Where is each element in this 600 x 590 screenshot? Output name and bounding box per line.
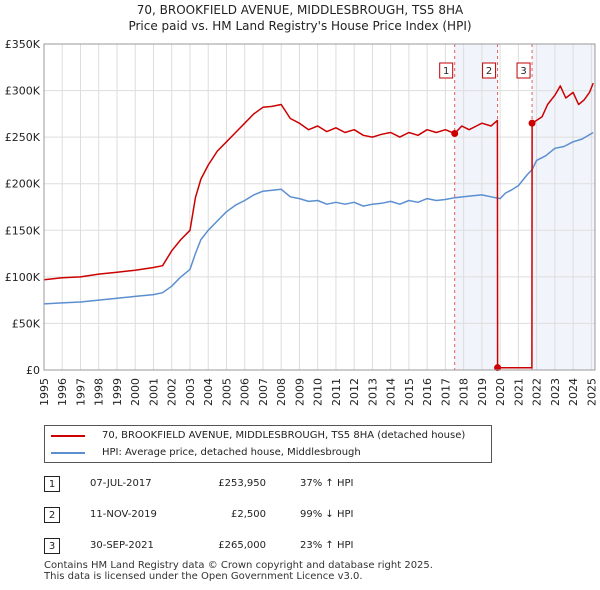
x-tick-label: 2017 [439,378,452,406]
x-tick-label: 1999 [111,378,124,406]
sale-row-2: 2 11-NOV-2019 £2,500 99% ↓ HPI [44,507,600,527]
x-tick-label: 2002 [166,378,179,406]
chart-title-line2: Price paid vs. HM Land Registry's House … [128,19,472,33]
x-tick-label: 1998 [93,378,106,406]
x-tick-label: 1996 [56,378,69,406]
x-tick-label: 2024 [567,378,580,406]
x-tick-label: 2020 [494,378,507,406]
x-tick-label: 2011 [330,378,343,406]
x-tick-label: 2018 [458,378,471,406]
footer-attribution: Contains HM Land Registry data © Crown c… [44,560,433,582]
footer-line-2: This data is licensed under the Open Gov… [44,571,363,582]
sale-number-badge: 2 [44,507,60,523]
x-tick-label: 1995 [38,378,51,406]
x-tick-label: 2016 [421,378,434,406]
sale-number-badge: 1 [44,476,60,492]
x-tick-label: 2009 [293,378,306,406]
x-tick-label: 2015 [403,378,416,406]
chart-title-line1: 70, BROOKFIELD AVENUE, MIDDLESBROUGH, TS… [136,3,464,17]
sale-label-box-1 [439,62,454,79]
chart-legend: 70, BROOKFIELD AVENUE, MIDDLESBROUGH, TS… [44,425,492,463]
x-tick-label: 2022 [531,378,544,406]
sale-hpi-change: 99% ↓ HPI [300,509,354,520]
x-tick-label: 2004 [202,378,215,406]
x-tick-label: 2010 [312,378,325,406]
y-tick-label: £250K [5,131,41,144]
hpi-line [43,131,594,305]
x-tick-label: 2001 [147,378,160,406]
sale-label-text-3: 3 [520,66,526,77]
sale-point-1 [451,129,459,137]
sale-label-box-2 [482,62,497,79]
x-tick-label: 2008 [275,378,288,406]
sale-label-text-2: 2 [486,66,492,77]
sale-row-3: 3 30-SEP-2021 £265,000 23% ↑ HPI [44,538,600,558]
footer-line-1: Contains HM Land Registry data © Crown c… [44,560,433,571]
sale-row-1: 1 07-JUL-2017 £253,950 37% ↑ HPI [44,476,600,496]
x-tick-label: 2007 [257,378,270,406]
sale-hpi-change: 23% ↑ HPI [300,540,354,551]
sale-price: £2,500 [231,509,266,520]
y-tick-label: £100K [5,271,41,284]
chart-area: £0 £50K £100K £150K £200K £250K £300K £350K 1995… [5,38,599,406]
sale-point-3 [528,119,536,127]
x-tick-label: 2025 [585,378,598,406]
x-tick-label: 2021 [512,378,525,406]
sale-point-2 [494,364,502,372]
sale-period-shade-1 [454,44,498,370]
sale-date: 07-JUL-2017 [90,478,152,489]
y-tick-label: £0 [26,364,40,377]
x-tick-label: 1997 [74,378,87,406]
y-tick-label: £50K [12,317,41,330]
x-tick-label: 2023 [549,378,562,406]
y-tick-label: £300K [5,85,41,98]
sale-label-text-1: 1 [443,66,449,77]
legend-swatch-property [51,435,85,437]
x-tick-label: 2014 [385,378,398,406]
legend-swatch-hpi [51,452,85,454]
sale-price: £265,000 [218,540,266,551]
x-tick-label: 2005 [220,378,233,406]
property-price-line [43,82,594,369]
sale-price: £253,950 [218,478,266,489]
legend-label-hpi: HPI: Average price, detached house, Midd… [102,447,361,458]
legend-label-property: 70, BROOKFIELD AVENUE, MIDDLESBROUGH, TS… [102,430,466,441]
x-tick-label: 2003 [184,378,197,406]
y-tick-label: £200K [5,178,41,191]
y-tick-label: £150K [5,224,41,237]
plot-frame [43,43,596,371]
sale-number-badge: 3 [44,538,60,554]
sale-date: 30-SEP-2021 [90,540,154,551]
x-tick-label: 2000 [129,378,142,406]
y-tick-label: £350K [5,38,41,51]
sale-hpi-change: 37% ↑ HPI [300,478,354,489]
x-tick-label: 2013 [366,378,379,406]
sale-label-box-3 [516,62,531,79]
x-tick-label: 2012 [348,378,361,406]
x-tick-label: 2019 [476,378,489,406]
sale-date: 11-NOV-2019 [90,509,157,520]
x-tick-label: 2006 [239,378,252,406]
